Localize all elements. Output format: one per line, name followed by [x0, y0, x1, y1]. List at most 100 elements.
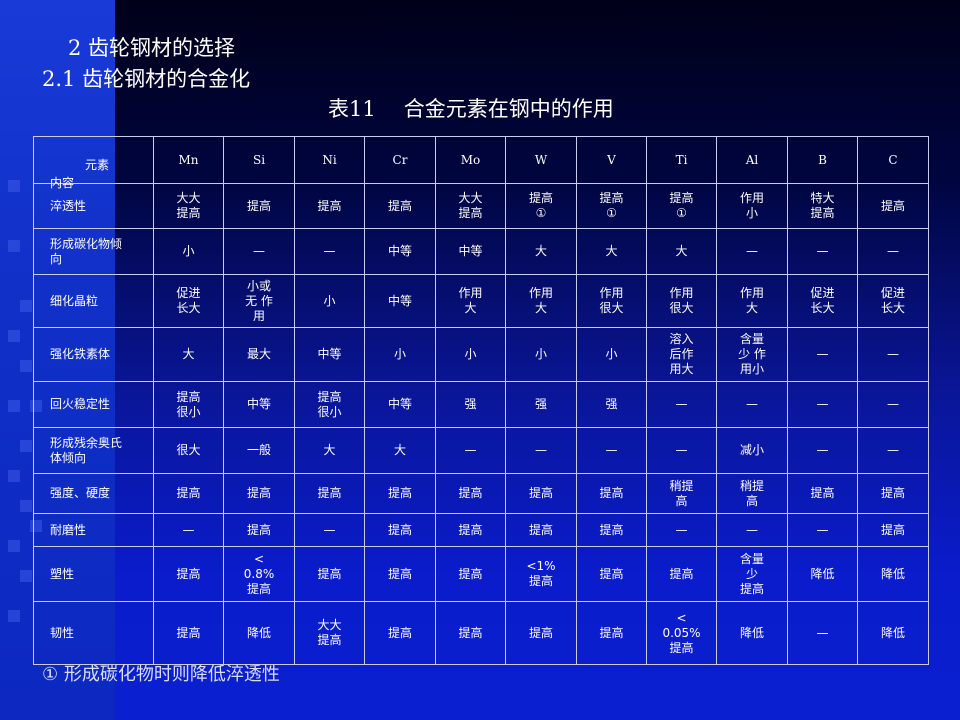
table-cell: 大大 提高: [435, 183, 506, 229]
table-cell: 作用 很大: [576, 274, 647, 328]
table-cell: 作用 很大: [646, 274, 717, 328]
table-cell: —: [787, 381, 858, 428]
table-cell: 提高: [153, 546, 224, 602]
table-cell: 提高: [294, 183, 365, 229]
column-header-si: Si: [223, 136, 295, 184]
table-cell: —: [646, 381, 717, 428]
column-header-mn: Mn: [153, 136, 224, 184]
table-cell: 小: [576, 327, 647, 382]
row-label: 强化铁素体: [33, 327, 154, 382]
table-header-row: 元素 内容 Mn Si Ni Cr Mo W V Ti Al B C: [33, 136, 929, 190]
table-cell: —: [294, 513, 365, 547]
table-cell: 大: [364, 427, 436, 474]
table-row: 塑性 提高 < 0.8% 提高 提高 提高 提高 <1% 提高 提高 提高 含量 少 提高 降低 降低: [33, 546, 929, 602]
table-cell: 强: [505, 381, 577, 428]
table-cell: 提高 ①: [576, 183, 647, 229]
table-cell: < 0.8% 提高: [223, 546, 295, 602]
table-cell: 提高: [435, 473, 506, 514]
column-header-al: Al: [716, 136, 788, 184]
table-row: 形成碳化物倾 向小 — — 中等 中等大大大 — — —: [33, 228, 929, 275]
table-cell: —: [857, 327, 929, 382]
table-cell: 提高 ①: [646, 183, 717, 229]
row-label: 塑性: [33, 546, 154, 602]
table-cell: 促进 长大: [153, 274, 224, 328]
column-header-b: B: [787, 136, 858, 184]
table-number: 表11: [328, 97, 376, 121]
table-cell: 提高: [787, 473, 858, 514]
decorative-square: [20, 440, 32, 452]
decorative-square: [20, 500, 32, 512]
table-cell: —: [435, 427, 506, 474]
table-cell: 大: [153, 327, 224, 382]
decorative-square: [20, 360, 32, 372]
table-cell: < 0.05% 提高: [646, 601, 717, 665]
table-cell: 降低: [223, 601, 295, 665]
table-cell: 提高 ①: [505, 183, 577, 229]
table-cell: 降低: [787, 546, 858, 602]
table-cell: 溶入 后作 用大: [646, 327, 717, 382]
table-cell: 含量 少 作 用小: [716, 327, 788, 382]
table-cell: 提高: [576, 513, 647, 547]
table-row: 强度、硬度 提高 提高 提高 提高 提高 提高 提高 稍提 高稍提 高提高 提高: [33, 473, 929, 514]
table-cell: —: [576, 427, 647, 474]
column-header-w: W: [505, 136, 577, 184]
table-cell: 提高: [364, 183, 436, 229]
table-cell: 促进 长大: [787, 274, 858, 328]
subsection-heading: 2.1 齿轮钢材的合金化: [42, 67, 251, 91]
table-cell: 特大 提高: [787, 183, 858, 229]
table-cell: —: [857, 228, 929, 275]
table-cell: 提高: [223, 513, 295, 547]
table-cell: —: [716, 513, 788, 547]
table-cell: —: [505, 427, 577, 474]
table-row: 细化晶粒 促进 长大 小或 无 作 用小中等 作用 大作用 大作用 很大 作用 很大 作用…: [33, 274, 929, 328]
row-label: 回火稳定性: [33, 381, 154, 428]
table-row: 回火稳定性 提高 很小 中等 提高 很小 中等强强强 — — — —: [33, 381, 929, 428]
corner-element-label: 元素: [84, 158, 109, 172]
table-cell: 提高: [364, 473, 436, 514]
decorative-square: [8, 610, 20, 622]
table-cell: 提高: [294, 473, 365, 514]
table-cell: —: [857, 427, 929, 474]
table-cell: 含量 少 提高: [716, 546, 788, 602]
table-cell: 提高: [153, 473, 224, 514]
table-cell: 提高 很小: [294, 381, 365, 428]
table-row: 耐磨性 — 提高 — 提高 提高 提高 提高 — — — 提高: [33, 513, 929, 547]
table-cell: 大大 提高: [153, 183, 224, 229]
decorative-square: [8, 470, 20, 482]
table-cell: 小: [505, 327, 577, 382]
table-cell: 提高: [857, 183, 929, 229]
decorative-square: [8, 540, 20, 552]
table-cell: 提高: [223, 473, 295, 514]
table-cell: 降低: [857, 601, 929, 665]
row-label: 淬透性: [33, 183, 154, 229]
table-cell: 提高: [857, 513, 929, 547]
table-cell: 大: [646, 228, 717, 275]
row-label: 细化晶粒: [33, 274, 154, 328]
table-cell: 降低: [716, 601, 788, 665]
table-cell: 中等: [294, 327, 365, 382]
column-header-v: V: [576, 136, 647, 184]
column-header-cr: Cr: [364, 136, 436, 184]
table-cell: 提高: [153, 601, 224, 665]
decorative-square: [8, 330, 20, 342]
row-label: 强度、硬度: [33, 473, 154, 514]
decorative-square: [20, 300, 32, 312]
table-cell: —: [787, 427, 858, 474]
row-label: 形成碳化物倾 向: [33, 228, 154, 275]
table-cell: 小: [153, 228, 224, 275]
table-cell: —: [857, 381, 929, 428]
table-cell: 提高: [364, 601, 436, 665]
table-cell: —: [646, 513, 717, 547]
table-cell: 提高: [223, 183, 295, 229]
table-cell: 提高: [576, 473, 647, 514]
table-cell: 作用 小: [716, 183, 788, 229]
table-cell: <1% 提高: [505, 546, 577, 602]
table-cell: 提高: [435, 546, 506, 602]
table-cell: 大: [505, 228, 577, 275]
table-cell: —: [294, 228, 365, 275]
table-cell: 小或 无 作 用: [223, 274, 295, 328]
column-header-ni: Ni: [294, 136, 365, 184]
table-cell: 小: [364, 327, 436, 382]
decorative-square: [8, 240, 20, 252]
decorative-square: [8, 180, 20, 192]
